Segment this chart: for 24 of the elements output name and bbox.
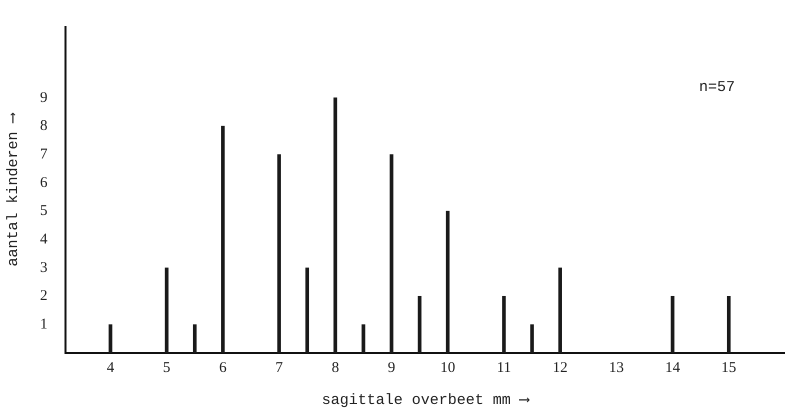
y-tick-label: 6 (40, 174, 48, 191)
annotation: n=57 (698, 78, 735, 96)
y-tick-label: 9 (40, 90, 48, 106)
y-tick-label: 7 (40, 146, 48, 163)
y-tick-label: 3 (40, 260, 48, 276)
x-tick-label: 8 (332, 360, 340, 376)
y-tick-label: 2 (40, 288, 48, 304)
x-tick-label: 10 (440, 360, 456, 376)
x-axis-title: sagittale overbeet mm ⟶ (322, 392, 530, 409)
x-tick-label: 15 (721, 360, 736, 376)
y-tick-label: 5 (40, 203, 48, 220)
x-tick-label: 7 (275, 360, 284, 376)
x-tick-label: 14 (665, 360, 681, 376)
y-axis-title: aantal kinderen ⟶ (4, 112, 22, 267)
x-tick-label: 11 (496, 360, 512, 376)
y-tick-label: 4 (40, 232, 48, 248)
x-tick-label: 12 (552, 360, 568, 376)
y-tick-label: 8 (40, 118, 48, 134)
x-tick-label: 5 (162, 360, 170, 376)
x-tick-label: 4 (106, 360, 115, 376)
x-tick-label: 13 (608, 360, 624, 376)
y-tick-label: 1 (40, 316, 48, 333)
x-tick-label: 9 (388, 360, 396, 376)
x-tick-label: 6 (219, 360, 228, 376)
